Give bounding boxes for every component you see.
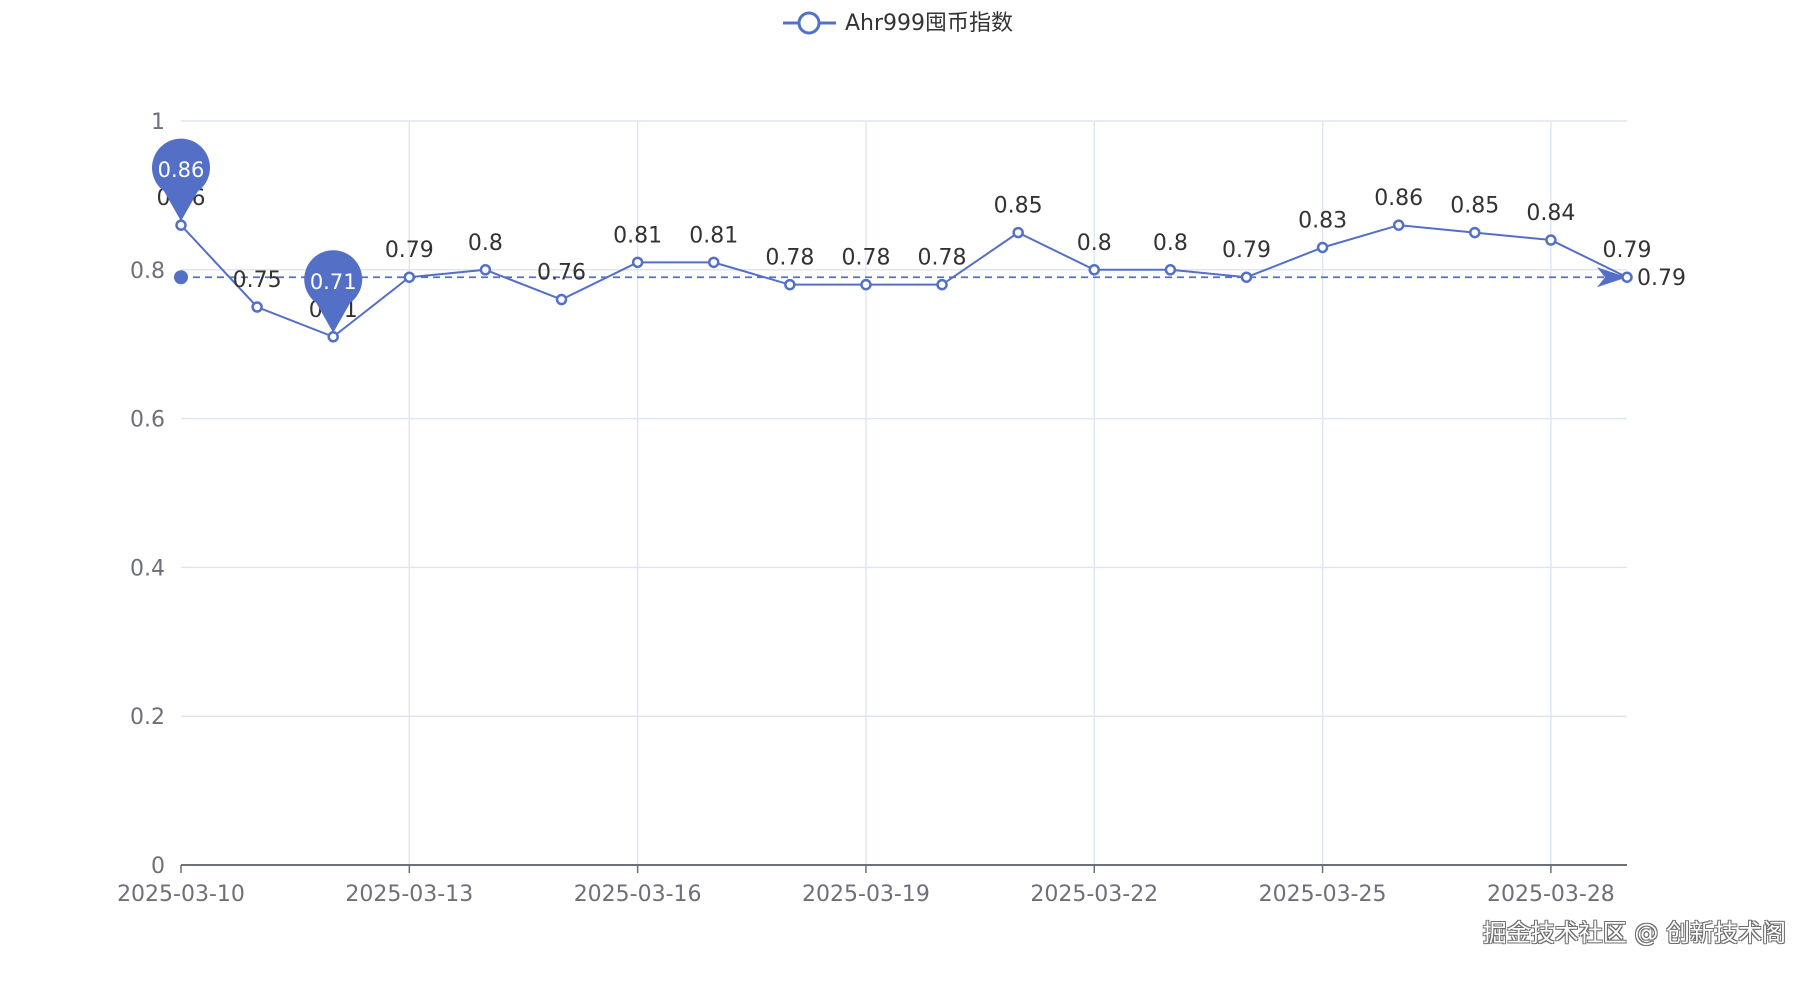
- y-tick-label: 0.6: [130, 408, 165, 433]
- data-point: [327, 331, 339, 343]
- mark-points: 0.86 0.71: [152, 138, 363, 333]
- data-point: [1088, 264, 1101, 276]
- data-point: [1469, 226, 1481, 239]
- data-label: 0.8: [1077, 231, 1112, 256]
- data-point: [936, 278, 948, 291]
- data-point: [1545, 234, 1557, 246]
- data-point: [251, 301, 263, 313]
- data-label: 0.83: [1298, 208, 1347, 233]
- x-tick-label: 2025-03-10: [117, 882, 245, 907]
- pin-label-max: 0.86: [158, 158, 205, 182]
- data-label: 0.84: [1526, 201, 1575, 226]
- data-point: [1621, 271, 1633, 283]
- data-point: [784, 278, 796, 291]
- y-tick-label: 0.2: [130, 705, 165, 730]
- pin-marker-min: [304, 250, 363, 333]
- x-tick-label: 2025-03-25: [1259, 882, 1387, 907]
- data-label: 0.85: [994, 194, 1043, 219]
- data-point: [631, 256, 644, 269]
- data-point: [1316, 241, 1329, 254]
- x-tick-label: 2025-03-13: [345, 882, 473, 907]
- legend-circle-symbol: [797, 11, 821, 35]
- data-label: 0.86: [1374, 186, 1423, 211]
- data-point: [1240, 271, 1253, 283]
- average-mark-line: 0.79: [174, 266, 1686, 291]
- y-tick-label: 1: [151, 110, 165, 135]
- average-line-arrow: [1597, 267, 1627, 288]
- watermark: 掘金技术社区 @ 创新技术阁: [1482, 919, 1786, 947]
- data-label: 0.78: [765, 246, 814, 271]
- y-tick-label: 0.8: [130, 259, 165, 284]
- data-point: [1164, 264, 1177, 276]
- data-point: [403, 271, 416, 283]
- series-line: [175, 219, 1633, 343]
- legend[interactable]: Ahr999囤币指数: [783, 11, 1013, 36]
- average-line-label: 0.79: [1637, 266, 1686, 291]
- data-point: [555, 293, 568, 306]
- data-point: [860, 278, 872, 291]
- data-point: [707, 256, 720, 269]
- data-label: 0.76: [537, 261, 586, 286]
- x-tick-label: 2025-03-22: [1030, 882, 1158, 907]
- x-tick-label: 2025-03-19: [802, 882, 930, 907]
- data-label: 0.79: [1603, 238, 1652, 263]
- pin-marker-max: [152, 138, 210, 222]
- data-label: 0.78: [841, 246, 890, 271]
- data-labels: 0.86 0.75 0.71 0.79 0.8 0.76 0.81 0.81 0.78 0.78 0…: [157, 186, 1652, 323]
- data-point: [1012, 226, 1024, 239]
- data-label: 0.8: [468, 231, 503, 256]
- data-label: 0.8: [1153, 231, 1188, 256]
- data-label: 0.81: [613, 223, 662, 248]
- data-label: 0.78: [918, 246, 967, 271]
- data-label: 0.79: [1222, 238, 1271, 263]
- series-polyline: [180, 224, 1628, 338]
- x-tick-label: 2025-03-16: [574, 882, 702, 907]
- y-tick-label: 0.4: [130, 556, 165, 581]
- data-label: 0.81: [689, 223, 738, 248]
- data-label: 0.75: [233, 268, 282, 293]
- data-point: [1392, 219, 1405, 231]
- data-label: 0.79: [385, 238, 434, 263]
- data-point: [479, 264, 492, 276]
- pin-label-min: 0.71: [310, 270, 357, 294]
- data-point: [175, 219, 187, 231]
- legend-label: Ahr999囤币指数: [845, 11, 1013, 36]
- y-tick-label: 0: [151, 854, 165, 879]
- grid: [181, 120, 1627, 865]
- x-tick-label: 2025-03-28: [1487, 882, 1615, 907]
- data-label: 0.85: [1450, 194, 1499, 219]
